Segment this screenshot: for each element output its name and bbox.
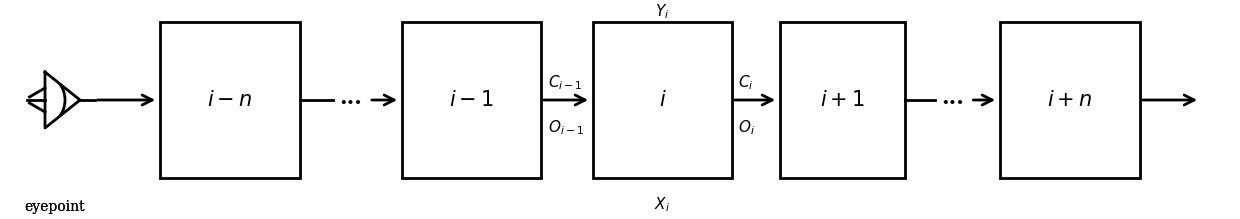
Text: eyepoint: eyepoint [25,200,86,214]
Text: $i$: $i$ [658,90,666,110]
Text: $i+1$: $i+1$ [820,90,864,110]
Text: $i+n$: $i+n$ [1048,90,1092,110]
Bar [402,22,541,178]
Text: $C_{i-1}$: $C_{i-1}$ [548,74,583,92]
Bar [780,22,905,178]
Text: ...: ... [941,87,963,109]
Text: $i-n$: $i-n$ [207,90,253,110]
Bar [593,22,732,178]
Text: $i-1$: $i-1$ [449,90,494,110]
Text: $Y_i$: $Y_i$ [655,3,670,21]
Text: ...: ... [340,87,362,109]
Bar [160,22,300,178]
Text: $C_i$: $C_i$ [738,74,754,92]
Text: eyepoint: eyepoint [25,200,86,214]
Text: $O_i$: $O_i$ [738,119,755,137]
Text: $O_{i-1}$: $O_{i-1}$ [548,119,584,137]
Bar [999,22,1140,178]
Text: $X_i$: $X_i$ [653,196,670,214]
